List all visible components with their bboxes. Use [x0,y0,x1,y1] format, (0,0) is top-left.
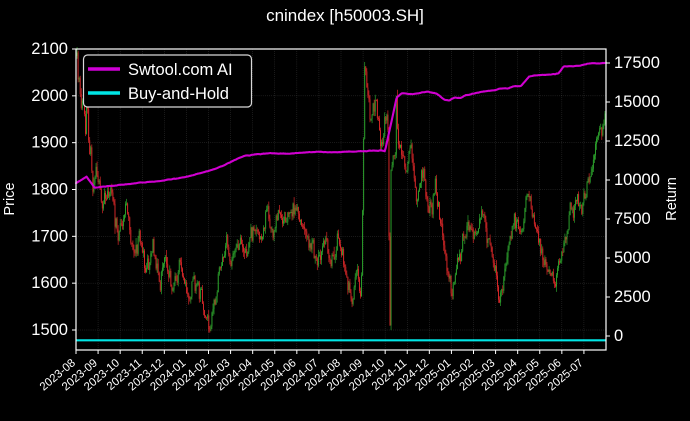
svg-text:Return: Return [664,177,680,221]
svg-text:1600: 1600 [31,274,68,292]
svg-text:5000: 5000 [614,249,651,267]
svg-text:1500: 1500 [31,321,68,339]
svg-text:2500: 2500 [614,288,651,306]
svg-text:1700: 1700 [31,227,68,245]
svg-text:15000: 15000 [614,93,660,111]
svg-text:17500: 17500 [614,54,660,72]
svg-text:2100: 2100 [31,40,68,58]
svg-text:cnindex [h50003.SH]: cnindex [h50003.SH] [266,6,424,25]
svg-text:1900: 1900 [31,134,68,152]
svg-text:Buy-and-Hold: Buy-and-Hold [128,85,229,103]
svg-text:1800: 1800 [31,181,68,199]
svg-text:Swtool.com AI: Swtool.com AI [128,61,233,79]
svg-text:10000: 10000 [614,171,660,189]
svg-text:12500: 12500 [614,132,660,150]
svg-text:7500: 7500 [614,210,651,228]
svg-text:2000: 2000 [31,87,68,105]
svg-text:0: 0 [614,327,623,345]
svg-text:Price: Price [2,182,18,215]
